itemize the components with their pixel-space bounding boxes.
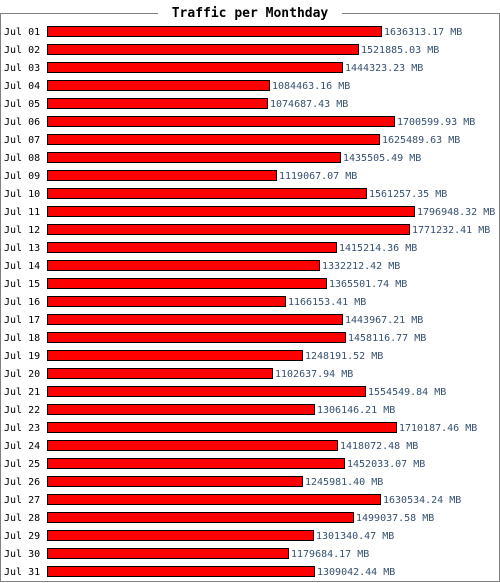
value-label: 1796948.32 MB — [417, 207, 495, 218]
day-label: Jul 22 — [4, 405, 40, 416]
traffic-bar — [47, 368, 273, 379]
value-label: 1245981.40 MB — [305, 477, 383, 488]
day-label: Jul 11 — [4, 207, 40, 218]
traffic-bar — [47, 296, 286, 307]
traffic-bar — [47, 332, 346, 343]
traffic-bar — [47, 26, 382, 37]
traffic-bar — [47, 314, 343, 325]
value-label: 1415214.36 MB — [339, 243, 417, 254]
value-label: 1084463.16 MB — [272, 81, 350, 92]
day-label: Jul 02 — [4, 45, 40, 56]
value-label: 1458116.77 MB — [348, 333, 426, 344]
traffic-bar — [47, 530, 314, 541]
value-label: 1521885.03 MB — [361, 45, 439, 56]
day-label: Jul 27 — [4, 495, 40, 506]
value-label: 1119067.07 MB — [279, 171, 357, 182]
traffic-bar — [47, 440, 338, 451]
traffic-bar — [47, 224, 410, 235]
value-label: 1499037.58 MB — [356, 513, 434, 524]
value-label: 1443967.21 MB — [345, 315, 423, 326]
day-label: Jul 07 — [4, 135, 40, 146]
chart-rows: Jul 01 1636313.17 MB Jul 02 1521885.03 MB Ju… — [4, 26, 495, 578]
day-label: Jul 14 — [4, 261, 40, 272]
day-label: Jul 25 — [4, 459, 40, 470]
day-label: Jul 03 — [4, 63, 40, 74]
day-label: Jul 04 — [4, 81, 40, 92]
value-label: 1444323.23 MB — [345, 63, 423, 74]
day-label: Jul 31 — [4, 567, 40, 578]
day-label: Jul 28 — [4, 513, 40, 524]
day-label: Jul 26 — [4, 477, 40, 488]
traffic-bar — [47, 116, 395, 127]
traffic-bar — [47, 80, 270, 91]
day-label: Jul 17 — [4, 315, 40, 326]
traffic-bar — [47, 44, 359, 55]
value-label: 1301340.47 MB — [316, 531, 394, 542]
value-label: 1710187.46 MB — [399, 423, 477, 434]
traffic-bar — [47, 170, 277, 181]
day-label: Jul 01 — [4, 27, 40, 38]
day-label: Jul 23 — [4, 423, 40, 434]
traffic-bar — [47, 566, 315, 577]
day-label: Jul 30 — [4, 549, 40, 560]
value-label: 1561257.35 MB — [369, 189, 447, 200]
day-label: Jul 21 — [4, 387, 40, 398]
traffic-bar — [47, 188, 367, 199]
value-label: 1452033.07 MB — [347, 459, 425, 470]
day-label: Jul 06 — [4, 117, 40, 128]
traffic-bar — [47, 404, 315, 415]
value-label: 1636313.17 MB — [384, 27, 462, 38]
day-label: Jul 18 — [4, 333, 40, 344]
day-label: Jul 10 — [4, 189, 40, 200]
traffic-bar — [47, 134, 380, 145]
chart-title-background — [158, 5, 342, 21]
traffic-bar — [47, 278, 327, 289]
day-label: Jul 16 — [4, 297, 40, 308]
day-label: Jul 15 — [4, 279, 40, 290]
day-label: Jul 09 — [4, 171, 40, 182]
traffic-bar — [47, 242, 337, 253]
value-label: 1166153.41 MB — [288, 297, 366, 308]
value-label: 1435505.49 MB — [343, 153, 421, 164]
day-label: Jul 20 — [4, 369, 40, 380]
traffic-bar — [47, 458, 345, 469]
traffic-bar — [47, 494, 381, 505]
value-label: 1700599.93 MB — [397, 117, 475, 128]
value-label: 1179684.17 MB — [291, 549, 369, 560]
value-label: 1332212.42 MB — [322, 261, 400, 272]
day-label: Jul 12 — [4, 225, 40, 236]
value-label: 1625489.63 MB — [382, 135, 460, 146]
day-label: Jul 08 — [4, 153, 40, 164]
traffic-bar — [47, 476, 303, 487]
day-label: Jul 19 — [4, 351, 40, 362]
value-label: 1630534.24 MB — [383, 495, 461, 506]
value-label: 1418072.48 MB — [340, 441, 418, 452]
value-label: 1309042.44 MB — [317, 567, 395, 578]
value-label: 1248191.52 MB — [305, 351, 383, 362]
traffic-bar — [47, 152, 341, 163]
value-label: 1306146.21 MB — [317, 405, 395, 416]
value-label: 1074687.43 MB — [270, 99, 348, 110]
traffic-bar — [47, 260, 320, 271]
traffic-bar — [47, 206, 415, 217]
value-label: 1365501.74 MB — [329, 279, 407, 290]
value-label: 1102637.94 MB — [275, 369, 353, 380]
chart-title: Traffic per Monthday — [172, 6, 329, 21]
traffic-bar — [47, 98, 268, 109]
traffic-bar — [47, 62, 343, 73]
traffic-bar — [47, 548, 289, 559]
day-label: Jul 24 — [4, 441, 40, 452]
traffic-bar — [47, 512, 354, 523]
value-label: 1771232.41 MB — [412, 225, 490, 236]
traffic-bar — [47, 386, 366, 397]
traffic-bar — [47, 422, 397, 433]
traffic-bar — [47, 350, 303, 361]
day-label: Jul 13 — [4, 243, 40, 254]
day-label: Jul 29 — [4, 531, 40, 542]
value-label: 1554549.84 MB — [368, 387, 446, 398]
day-label: Jul 05 — [4, 99, 40, 110]
